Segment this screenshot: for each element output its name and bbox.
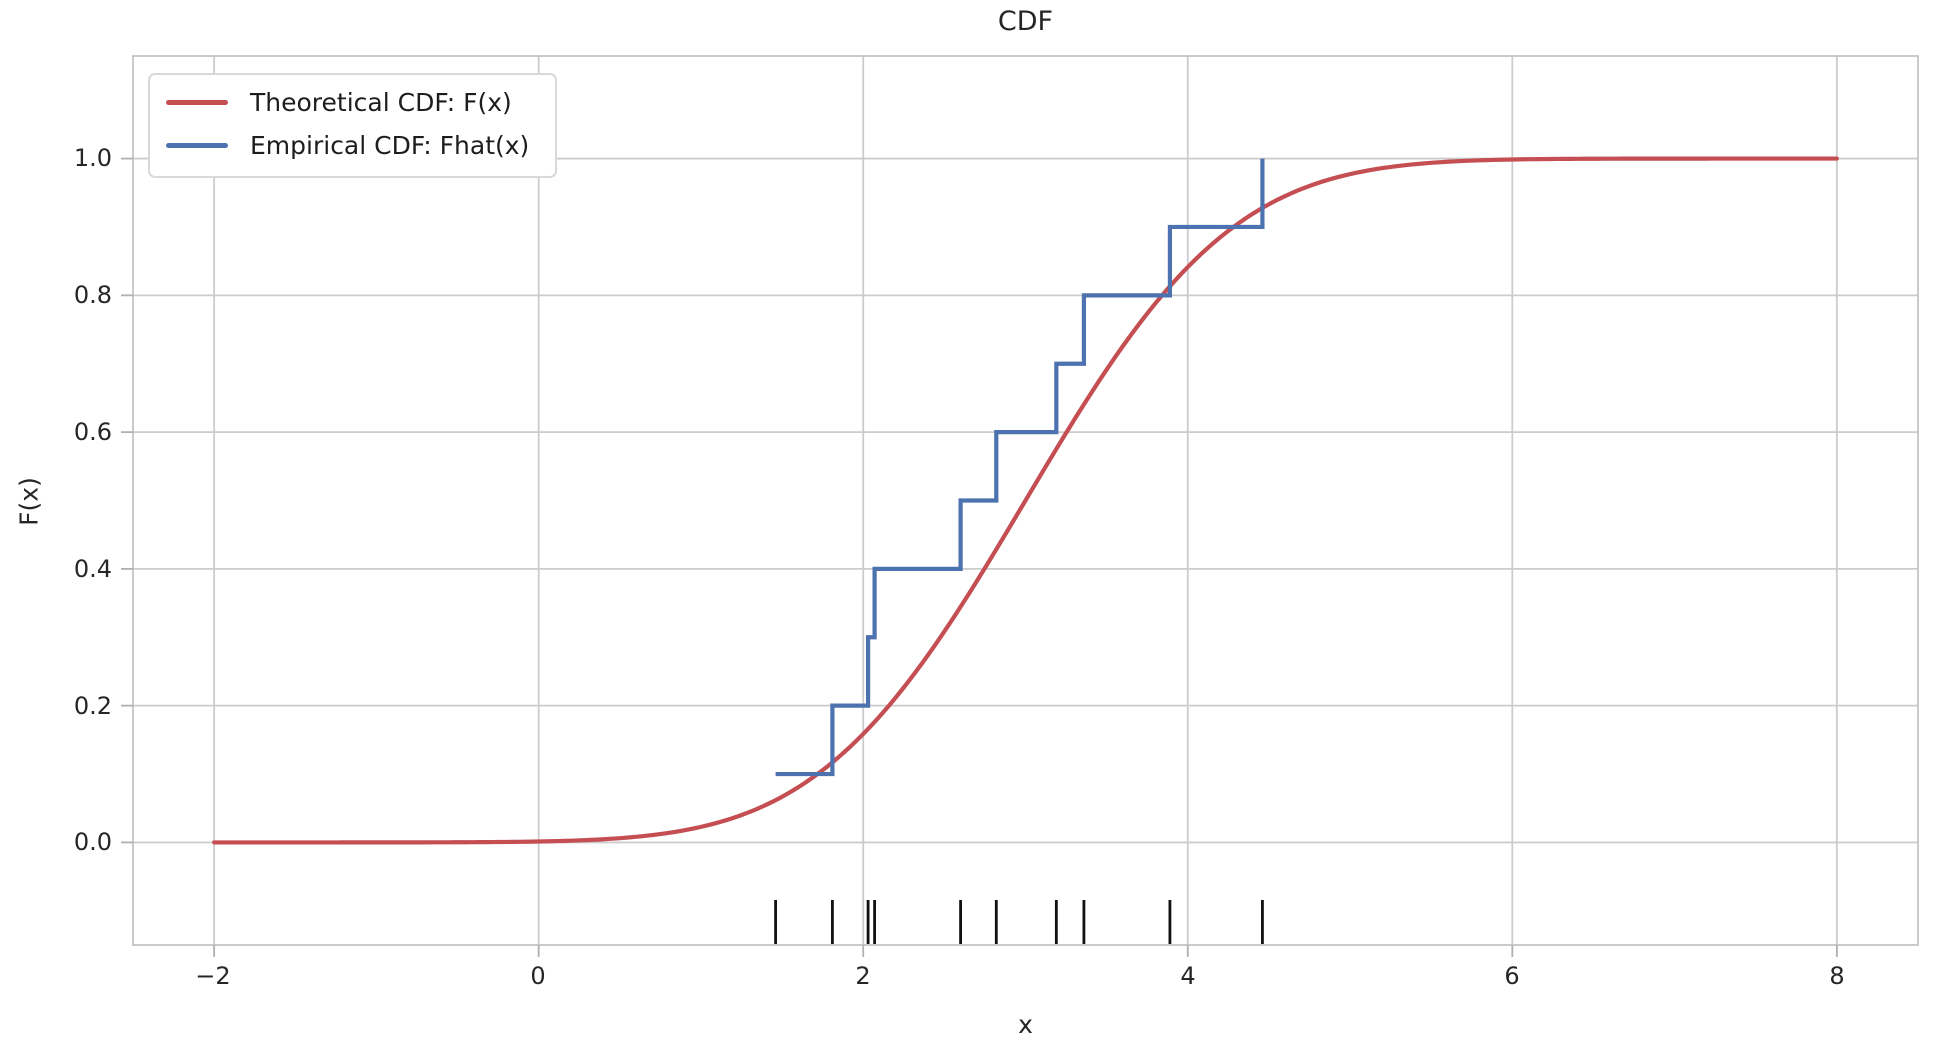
x-tick-label: 8 bbox=[1829, 962, 1845, 990]
legend-label-theoretical: Theoretical CDF: F(x) bbox=[250, 88, 512, 117]
y-tick-label: 0.8 bbox=[73, 281, 112, 309]
y-tick-label: 1.0 bbox=[73, 144, 112, 172]
legend-row-empirical: Empirical CDF: Fhat(x) bbox=[166, 130, 529, 161]
y-tick-label: 0.0 bbox=[73, 828, 112, 856]
axes-border bbox=[132, 55, 1919, 946]
legend: Theoretical CDF: F(x) Empirical CDF: Fha… bbox=[148, 73, 558, 178]
theoretical-cdf-line-swatch bbox=[166, 100, 228, 106]
legend-row-theoretical: Theoretical CDF: F(x) bbox=[166, 87, 529, 118]
x-tick-label: 4 bbox=[1180, 962, 1196, 990]
x-tick-label: 2 bbox=[855, 962, 871, 990]
empirical-cdf-line bbox=[775, 158, 1265, 777]
x-tick-label: 0 bbox=[530, 962, 546, 990]
x-axis-label: x bbox=[1018, 1010, 1033, 1039]
theoretical-cdf-line bbox=[212, 156, 1839, 845]
y-tick-label: 0.4 bbox=[73, 555, 112, 583]
empirical-cdf-line-swatch bbox=[166, 143, 228, 149]
y-tick-label: 0.2 bbox=[73, 692, 112, 720]
rug-marks bbox=[774, 900, 1264, 944]
y-tick-label: 0.6 bbox=[73, 418, 112, 446]
x-tick-label: −2 bbox=[195, 962, 231, 990]
tick-marks bbox=[121, 157, 1838, 957]
legend-label-empirical: Empirical CDF: Fhat(x) bbox=[250, 131, 530, 161]
x-tick-label: 6 bbox=[1504, 962, 1520, 990]
chart-title: CDF bbox=[997, 6, 1054, 37]
y-axis-label: F(x) bbox=[14, 477, 44, 526]
